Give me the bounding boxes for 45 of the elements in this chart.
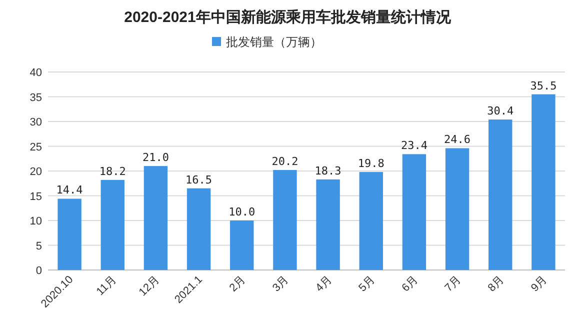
data-label: 24.6	[444, 133, 471, 146]
bar	[230, 220, 254, 270]
x-tick-label: 8月	[486, 274, 506, 294]
x-tick-label: 2月	[227, 274, 248, 294]
y-tick-label: 25	[30, 141, 42, 154]
bar	[445, 148, 470, 270]
y-tick-label: 5	[36, 240, 42, 252]
y-tick-label: 35	[30, 92, 42, 104]
y-tick-label: 10	[30, 216, 42, 228]
y-tick-label: 0	[36, 265, 42, 277]
y-tick-label: 40	[30, 67, 42, 79]
data-label: 30.4	[487, 104, 514, 118]
data-label: 19.8	[358, 156, 384, 170]
bar	[488, 120, 512, 270]
x-tick-label: 9月	[528, 274, 550, 294]
bar	[100, 180, 124, 270]
bar	[273, 170, 297, 270]
x-tick-label: 6月	[400, 274, 420, 294]
bar	[316, 179, 340, 270]
chart-title: 2020-2021年中国新能源乘用车批发销量统计情况	[124, 8, 452, 26]
bar	[58, 198, 82, 270]
y-tick-label: 15	[30, 190, 42, 203]
legend-label: 批发销量（万辆）	[226, 35, 322, 49]
bar	[186, 188, 211, 270]
bar	[402, 154, 426, 270]
data-label: 18.3	[314, 164, 342, 178]
x-tick-label: 7月	[442, 274, 464, 294]
data-label: 18.2	[99, 164, 126, 178]
x-tick-label: 11月	[94, 274, 119, 298]
data-label: 35.5	[530, 79, 557, 92]
data-label: 20.2	[272, 155, 298, 168]
y-tick-label: 30	[30, 116, 42, 128]
x-tick-label: 3月	[270, 274, 292, 294]
bar	[532, 94, 556, 270]
bar	[359, 172, 383, 270]
x-tick-label: 5月	[356, 274, 378, 294]
data-label: 21.0	[142, 151, 169, 164]
data-label: 23.4	[400, 139, 428, 152]
data-label: 14.4	[56, 184, 84, 197]
x-tick-label: 4月	[314, 274, 334, 294]
x-tick-label: 12月	[136, 274, 162, 299]
bar	[144, 166, 168, 270]
y-tick-label: 20	[30, 166, 42, 178]
data-label: 16.5	[186, 173, 212, 186]
data-label: 10.0	[228, 206, 256, 218]
